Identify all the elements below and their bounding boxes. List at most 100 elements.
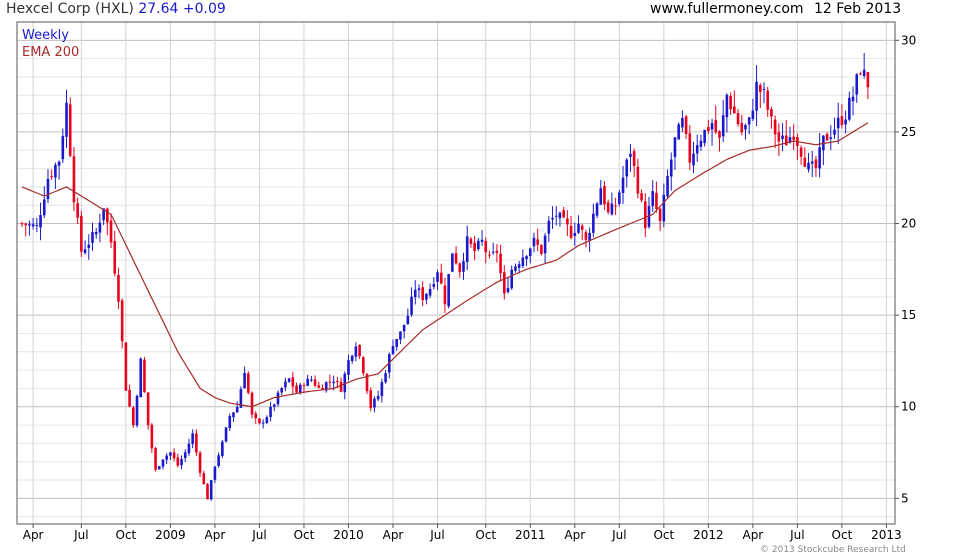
candle-body	[517, 264, 521, 268]
candle-body	[733, 106, 736, 114]
candle-body	[432, 283, 436, 287]
candle-body	[287, 378, 291, 382]
candle-body	[425, 293, 428, 300]
candle-body	[744, 125, 747, 130]
candle-body	[684, 116, 688, 135]
candle-body	[658, 208, 662, 221]
candle-body	[699, 140, 703, 147]
candle-body	[514, 266, 517, 271]
legend-ema: EMA 200	[22, 45, 79, 60]
x-tick-label: Jul	[251, 528, 266, 542]
candle-body	[391, 346, 395, 355]
candle-body	[343, 373, 347, 393]
candle-body	[554, 215, 558, 217]
candle-body	[328, 381, 332, 383]
candle-body	[488, 254, 491, 256]
candle-body	[265, 417, 269, 424]
candle-body	[39, 215, 42, 228]
candle-body	[358, 345, 361, 357]
candle-body	[495, 250, 499, 253]
candle-body	[106, 208, 109, 223]
candle-body	[362, 357, 365, 374]
candle-body	[280, 388, 283, 393]
candle-body	[250, 392, 254, 415]
candle-body	[406, 315, 410, 325]
candle-body	[402, 324, 406, 332]
candle-body	[818, 147, 821, 169]
chart-header: Hexcel Corp (HXL) 27.64 +0.09 www.fuller…	[0, 0, 901, 18]
candle-body	[191, 433, 194, 444]
candle-body	[725, 94, 729, 118]
candle-body	[146, 392, 150, 426]
x-axis: Apr Jul Oct 2009 Apr Jul Oct 2010 Apr Jul Oct 2011 A…	[23, 524, 902, 542]
candle-body	[447, 274, 450, 307]
x-tick-label: Apr	[205, 528, 226, 542]
legend-weekly: Weekly	[22, 28, 69, 43]
candle-body	[551, 217, 554, 220]
candle-body	[506, 287, 510, 293]
candle-body	[543, 235, 547, 254]
candle-body	[814, 159, 818, 169]
candle-body	[113, 241, 117, 274]
candle-body	[451, 253, 454, 272]
candle-body	[540, 244, 543, 255]
candle-body	[636, 166, 640, 194]
candle-body	[339, 381, 343, 392]
candle-body	[747, 117, 751, 125]
candle-body	[525, 256, 528, 260]
candle-body	[844, 119, 847, 125]
candle-body	[640, 193, 643, 201]
candle-body	[703, 130, 706, 144]
x-tick-label: Jul	[789, 528, 804, 542]
candle-body	[603, 185, 606, 205]
candle-body	[154, 447, 157, 470]
candle-body	[439, 272, 443, 284]
candle-body	[321, 387, 324, 390]
chart-title: Hexcel Corp (HXL) 27.64 +0.09	[6, 1, 226, 17]
candle-body	[710, 123, 714, 130]
x-tick-label: 2010	[333, 528, 364, 542]
candle-body	[758, 84, 762, 92]
candle-body	[469, 238, 473, 244]
candle-body	[247, 373, 250, 393]
candle-body	[729, 95, 732, 110]
candle-body	[324, 382, 328, 391]
candle-body	[695, 145, 699, 154]
candle-body	[80, 216, 83, 252]
candle-body	[840, 116, 844, 125]
candle-body	[718, 131, 721, 138]
candle-body	[751, 110, 755, 119]
candle-body	[606, 202, 610, 213]
candle-body	[198, 452, 202, 473]
candle-body	[243, 372, 246, 389]
candle-body	[484, 240, 488, 253]
candle-body	[521, 257, 525, 267]
candle-body	[68, 104, 72, 156]
candle-body	[510, 269, 514, 289]
candle-body	[833, 129, 836, 135]
candle-body	[643, 201, 647, 229]
site-url[interactable]: www.fullermoney.com	[650, 1, 804, 17]
candle-body	[792, 136, 795, 140]
y-tick-label: 5	[901, 491, 909, 505]
candle-body	[128, 389, 131, 407]
candle-body	[855, 74, 859, 95]
candle-body	[347, 360, 350, 375]
candle-body	[373, 398, 376, 408]
candle-body	[473, 242, 476, 251]
candle-body	[87, 244, 91, 248]
candle-body	[187, 443, 191, 454]
candle-body	[499, 253, 502, 274]
candle-body	[762, 88, 766, 90]
candle-body	[851, 96, 855, 102]
candle-body	[558, 212, 562, 219]
candle-body	[799, 147, 803, 157]
candle-body	[46, 178, 50, 200]
candle-body	[380, 382, 384, 397]
candle-body	[503, 272, 506, 294]
candle-body	[829, 137, 833, 139]
candle-body	[436, 272, 439, 282]
candle-body	[76, 203, 79, 218]
candle-body	[272, 404, 276, 407]
